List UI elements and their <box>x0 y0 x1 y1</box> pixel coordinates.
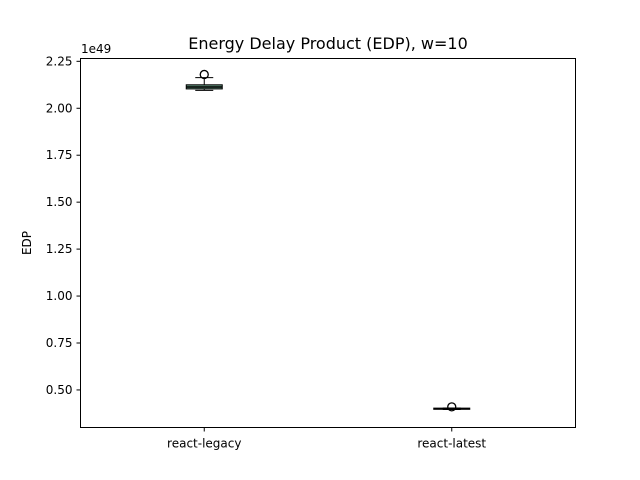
x-tick-label: react-legacy <box>167 437 241 451</box>
plot-frame <box>80 58 576 428</box>
box-react-latest <box>433 402 471 412</box>
box-series <box>185 69 471 412</box>
y-axis-label: EDP <box>20 231 34 255</box>
y-axis-ticks: 0.50 0.75 1.00 1.25 1.50 1.75 2.00 2.25 <box>46 54 81 397</box>
box-react-legacy <box>185 69 223 91</box>
y-tick-label: 2.25 <box>46 54 73 68</box>
y-tick-label: 0.75 <box>46 336 73 350</box>
y-offset-label: 1e49 <box>81 42 111 56</box>
x-tick-label: react-latest <box>417 437 486 451</box>
outlier-point <box>199 69 209 80</box>
x-axis-ticks: react-legacy react-latest <box>167 427 486 451</box>
y-tick-label: 0.50 <box>46 383 73 397</box>
y-tick-label: 1.00 <box>46 289 73 303</box>
y-tick-label: 1.75 <box>46 148 73 162</box>
y-tick-label: 1.25 <box>46 242 73 256</box>
outlier-point <box>447 402 457 412</box>
chart-title: Energy Delay Product (EDP), w=10 <box>188 34 468 53</box>
y-tick-label: 2.00 <box>46 101 73 115</box>
y-tick-label: 1.50 <box>46 195 73 209</box>
